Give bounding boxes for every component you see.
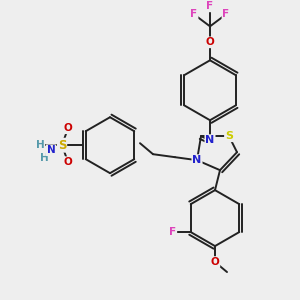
Text: F: F [206, 2, 214, 11]
Text: N: N [192, 155, 202, 165]
Text: O: O [206, 37, 214, 47]
Text: O: O [64, 157, 72, 167]
Text: S: S [58, 139, 66, 152]
Text: N: N [206, 135, 214, 145]
Text: N: N [46, 145, 56, 155]
Text: F: F [222, 9, 230, 20]
Text: S: S [225, 131, 233, 141]
Text: O: O [64, 123, 72, 133]
Text: O: O [211, 257, 219, 267]
Text: F: F [190, 9, 198, 20]
Text: H: H [36, 140, 44, 150]
Text: F: F [169, 227, 176, 237]
Text: H: H [40, 153, 48, 163]
